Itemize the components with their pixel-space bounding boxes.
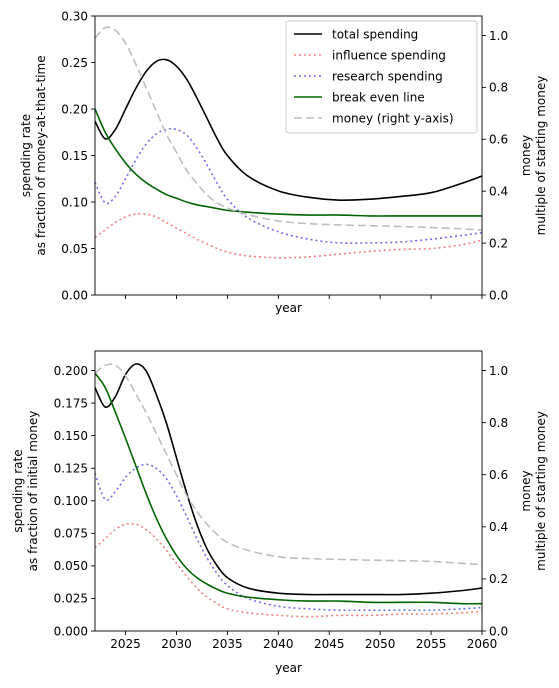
legend-entry: research spending xyxy=(332,70,443,84)
y-tick-label: 0.000 xyxy=(54,624,88,638)
x-axis-label: year xyxy=(275,661,302,675)
y2-tick-label: 0.4 xyxy=(489,184,508,198)
series-line-break-even-line xyxy=(95,108,482,217)
y2-axis-label: multiple of starting money xyxy=(534,411,548,571)
legend-entry: influence spending xyxy=(332,49,446,63)
y2-tick-label: 0.0 xyxy=(489,624,508,638)
series-lines xyxy=(95,26,482,259)
y-tick-label: 0.10 xyxy=(61,195,88,209)
x-tick-label: 2060 xyxy=(467,637,498,651)
series-line-total-spending xyxy=(95,58,482,202)
y2-tick-label: 0.8 xyxy=(489,416,508,430)
y2-axis-label: money xyxy=(519,135,533,176)
y-tick-label: 0.025 xyxy=(54,592,88,606)
legend-entry: total spending xyxy=(332,28,418,42)
x-tick-label: 2045 xyxy=(314,637,345,651)
series-line-research-spending xyxy=(95,463,482,612)
y2-tick-label: 1.0 xyxy=(489,364,508,378)
y-tick-label: 0.150 xyxy=(54,429,88,443)
y2-tick-label: 0.6 xyxy=(489,468,508,482)
series-line-influence-spending xyxy=(95,212,482,259)
series-lines xyxy=(95,363,482,618)
y-tick-label: 0.30 xyxy=(61,9,88,23)
y-axis-label: spending rate xyxy=(19,114,33,197)
series-line-break-even-line xyxy=(95,372,482,605)
series-line-total-spending xyxy=(95,363,482,596)
bottom-chart: 2025 2030 2035 2040 2045 2050 2055 2060 0.000 0.0… xyxy=(11,350,548,675)
y-tick-label: 0.05 xyxy=(61,242,88,256)
y2-tick-label: 0.6 xyxy=(489,133,508,147)
x-tick-label: 2025 xyxy=(110,637,141,651)
y-tick-label: 0.200 xyxy=(54,364,88,378)
y2-tick-label: 0.0 xyxy=(489,288,508,302)
y-tick-label: 0.20 xyxy=(61,102,88,116)
legend: total spending influence spending research… xyxy=(285,20,478,134)
y-tick-label: 0.100 xyxy=(54,494,88,508)
series-line-research-spending xyxy=(95,128,482,245)
y-tick-label: 0.075 xyxy=(54,527,88,541)
y2-tick-label: 0.2 xyxy=(489,236,508,250)
y-axis-label: spending rate xyxy=(11,449,25,532)
y2-tick-label: 0.8 xyxy=(489,81,508,95)
plot-frame xyxy=(94,350,483,632)
x-tick-label: 2040 xyxy=(263,637,294,651)
y2-tick-label: 1.0 xyxy=(489,29,508,43)
y2-tick-label: 0.4 xyxy=(489,520,508,534)
y2-axis-label: multiple of starting money xyxy=(534,76,548,236)
x-axis-label: year xyxy=(275,301,302,315)
y-tick-label: 0.175 xyxy=(54,396,88,410)
y2-axis-label: money xyxy=(519,470,533,511)
y-tick-label: 0.050 xyxy=(54,559,88,573)
y2-tick-label: 0.2 xyxy=(489,572,508,586)
y-tick-label: 0.25 xyxy=(61,56,88,70)
x-tick-label: 2050 xyxy=(365,637,396,651)
legend-entry: money (right y-axis) xyxy=(332,112,454,126)
top-chart: 0.00 0.05 0.10 0.15 0.20 0.25 0.30 0.0 0.2 0.4 0.6… xyxy=(19,9,548,315)
y-tick-label: 0.125 xyxy=(54,462,88,476)
y-tick-label: 0.15 xyxy=(61,149,88,163)
x-tick-label: 2035 xyxy=(212,637,243,651)
x-tick-label: 2030 xyxy=(161,637,192,651)
x-tick-label: 2055 xyxy=(416,637,447,651)
legend-box xyxy=(285,20,478,134)
y-axis-label: as fraction of initial money xyxy=(26,411,40,572)
series-line-money-right-y-axis xyxy=(95,363,482,566)
y-tick-label: 0.00 xyxy=(61,288,88,302)
y-axis-label: as fraction of money-at-that-time xyxy=(34,55,48,255)
legend-entry: break even line xyxy=(332,91,425,105)
series-line-influence-spending xyxy=(95,522,482,618)
